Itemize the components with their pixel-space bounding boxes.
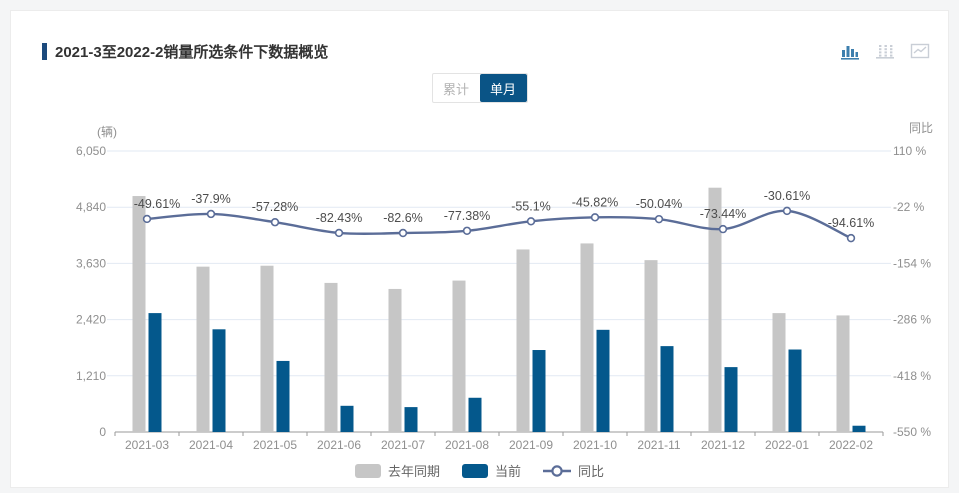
svg-text:3,630: 3,630 — [76, 256, 106, 270]
title-accent-bar — [42, 43, 47, 60]
x-axis-label: 2022-02 — [829, 438, 873, 452]
bar-current — [276, 360, 290, 432]
svg-text:-418 %: -418 % — [893, 369, 931, 383]
yoy-data-label: -82.6% — [383, 211, 423, 225]
yoy-marker — [142, 214, 152, 224]
yoy-marker — [782, 206, 792, 216]
bar-chart-icon[interactable] — [840, 41, 860, 61]
bar-last-year — [324, 282, 338, 432]
bar-current — [852, 425, 866, 432]
svg-text:6,050: 6,050 — [76, 144, 106, 158]
period-toggle: 累计 单月 — [431, 73, 528, 103]
bar-last-year — [772, 313, 786, 432]
bar-current — [212, 329, 226, 432]
bar-last-year — [132, 196, 146, 432]
bar-current — [788, 349, 802, 432]
legend-item-yoy[interactable]: 同比 — [543, 461, 604, 480]
x-axis-label: 2021-10 — [573, 438, 617, 452]
yoy-line — [146, 209, 852, 240]
yoy-data-label: -50.04% — [636, 197, 683, 211]
x-axis-label: 2021-08 — [445, 438, 489, 452]
yoy-marker — [526, 217, 536, 226]
yoy-marker — [846, 233, 856, 243]
yoy-data-label: -94.61% — [828, 216, 875, 230]
legend-label: 同比 — [578, 464, 605, 479]
chart-plot-area[interactable]: 0 -550 % 1,210 -418 % 2,420 -286 % 3,630 -154 %… — [11, 11, 959, 493]
bar-current — [724, 367, 738, 432]
x-axis-label: 2021-11 — [637, 438, 680, 452]
bar-last-year — [196, 266, 210, 432]
bar-current — [148, 313, 162, 432]
yoy-data-label: -49.61% — [134, 197, 181, 211]
yoy-data-label: -37.9% — [191, 192, 231, 206]
yoy-data-label: -77.38% — [444, 209, 491, 223]
bar-current — [532, 350, 546, 432]
svg-text:110 %: 110 % — [893, 144, 926, 158]
bar-last-year — [260, 265, 274, 432]
yoy-data-label: -45.82% — [572, 195, 619, 209]
legend-swatch-current — [461, 463, 488, 478]
yoy-marker — [398, 228, 408, 238]
bar-current — [660, 346, 674, 432]
bar-current — [596, 329, 610, 432]
bar-current — [340, 405, 354, 432]
yoy-marker — [590, 213, 600, 222]
svg-text:-154 %: -154 % — [893, 256, 931, 270]
yoy-marker — [270, 218, 280, 227]
x-axis-label: 2021-04 — [189, 438, 233, 452]
yoy-marker — [334, 228, 344, 238]
toggle-cumulative[interactable]: 累计 — [433, 74, 480, 102]
yoy-marker — [718, 224, 728, 234]
right-axis-unit: 同比 — [909, 121, 934, 135]
yoy-marker — [206, 209, 216, 219]
x-axis-label: 2021-12 — [701, 438, 745, 452]
svg-text:-550 %: -550 % — [893, 425, 931, 439]
x-axis-label: 2021-07 — [381, 438, 425, 452]
yoy-data-label: -82.43% — [316, 211, 363, 225]
svg-text:0: 0 — [99, 425, 106, 439]
legend-item-current[interactable]: 当前 — [461, 461, 521, 480]
legend-item-last-year[interactable]: 去年同期 — [354, 461, 440, 480]
x-axis-label: 2022-01 — [765, 438, 809, 452]
svg-text:4,840: 4,840 — [76, 200, 106, 214]
svg-text:-286 %: -286 % — [893, 313, 931, 327]
bar-last-year — [644, 260, 658, 432]
svg-text:2,420: 2,420 — [76, 313, 106, 327]
bar-last-year — [836, 315, 850, 432]
legend-line-marker-icon — [543, 464, 571, 478]
yoy-marker — [654, 214, 664, 224]
line-chart-icon[interactable] — [910, 41, 930, 61]
chart-title: 2021-3至2022-2销量所选条件下数据概览 — [55, 44, 329, 61]
bar-last-year — [388, 288, 402, 432]
chart-type-switcher — [840, 41, 930, 61]
yoy-data-label: -57.28% — [252, 200, 299, 214]
bar-last-year — [452, 280, 466, 432]
left-axis-unit: (辆) — [97, 125, 117, 139]
bar-last-year — [580, 243, 594, 432]
yoy-data-label: -55.1% — [511, 199, 551, 213]
bar-last-year — [708, 187, 722, 432]
yoy-data-label: -73.44% — [700, 207, 747, 221]
svg-text:-22 %: -22 % — [893, 200, 925, 214]
legend-swatch-last-year — [354, 463, 381, 478]
yoy-data-label: -30.61% — [764, 189, 811, 203]
x-axis-label: 2021-03 — [125, 438, 169, 452]
chart-header: 2021-3至2022-2销量所选条件下数据概览 — [42, 41, 328, 62]
toggle-monthly[interactable]: 单月 — [479, 74, 527, 102]
bar-current — [404, 407, 418, 432]
bar-current — [468, 397, 482, 432]
legend-label: 去年同期 — [387, 464, 440, 479]
chart-card: 2021-3至2022-2销量所选条件下数据概览 累计 单月 (辆) 同比 0 -… — [10, 10, 949, 488]
x-axis-label: 2021-09 — [509, 438, 553, 452]
legend-label: 当前 — [494, 464, 521, 479]
x-axis-label: 2021-06 — [317, 438, 361, 452]
x-axis-label: 2021-05 — [253, 438, 297, 452]
chart-legend: 去年同期 当前 同比 — [11, 461, 948, 480]
svg-text:1,210: 1,210 — [76, 369, 106, 383]
yoy-marker — [462, 226, 472, 235]
bar-last-year — [516, 249, 530, 432]
dashed-bars-icon[interactable] — [875, 41, 895, 61]
